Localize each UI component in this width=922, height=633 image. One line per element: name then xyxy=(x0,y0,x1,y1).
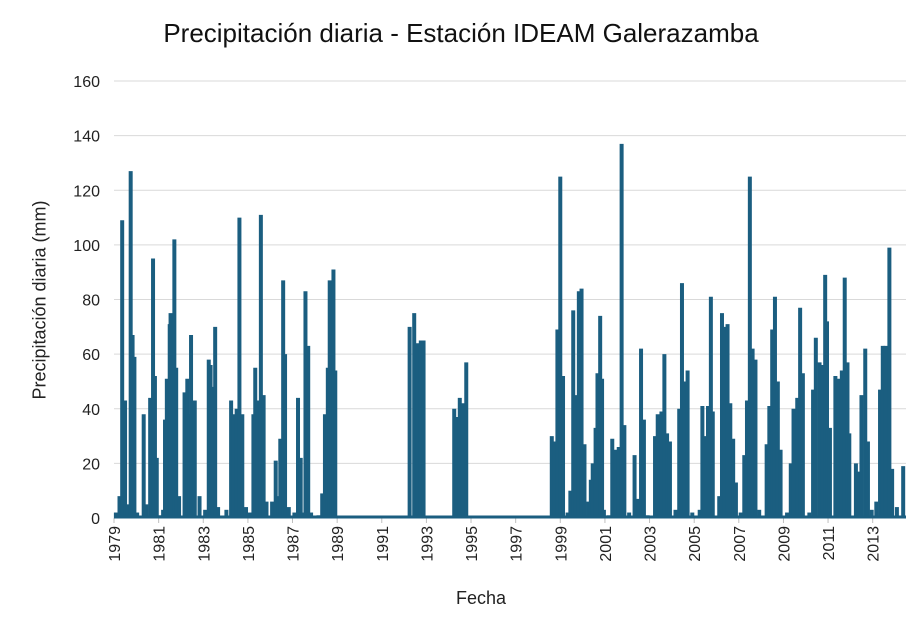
y-tick-label: 100 xyxy=(73,238,100,255)
y-tick-label: 60 xyxy=(82,347,100,364)
x-tick-label: 1983 xyxy=(196,526,213,562)
x-tick-label: 1991 xyxy=(375,526,392,562)
x-tick-label: 1989 xyxy=(330,526,347,562)
x-tick-label: 1987 xyxy=(286,526,303,562)
x-tick-label: 1993 xyxy=(419,526,436,562)
y-tick-label: 120 xyxy=(73,183,100,200)
y-tick-label: 140 xyxy=(73,129,100,146)
x-tick-label: 2009 xyxy=(776,526,793,562)
x-tick-label: 1995 xyxy=(464,526,481,562)
x-tick-label: 1985 xyxy=(241,526,258,562)
x-tick-label: 2001 xyxy=(598,526,615,562)
y-tick-label: 160 xyxy=(73,74,100,91)
y-tick-label: 80 xyxy=(82,293,100,310)
chart-title: Precipitación diaria - Estación IDEAM Ga… xyxy=(163,18,759,48)
y-tick-label: 0 xyxy=(91,511,100,528)
x-tick-label: 2003 xyxy=(643,526,660,562)
x-axis-label: Fecha xyxy=(455,588,507,608)
x-tick-label: 1997 xyxy=(509,526,526,562)
x-tick-label: 1979 xyxy=(107,526,124,562)
y-tick-label: 20 xyxy=(82,456,100,473)
y-tick-label: 40 xyxy=(82,402,100,419)
x-tick-label: 2013 xyxy=(866,526,883,562)
x-tick-label: 2007 xyxy=(732,526,749,562)
x-tick-label: 2005 xyxy=(687,526,704,562)
x-tick-label: 1981 xyxy=(152,526,169,562)
x-tick-label: 2011 xyxy=(821,526,838,561)
x-tick-label: 1999 xyxy=(553,526,570,562)
